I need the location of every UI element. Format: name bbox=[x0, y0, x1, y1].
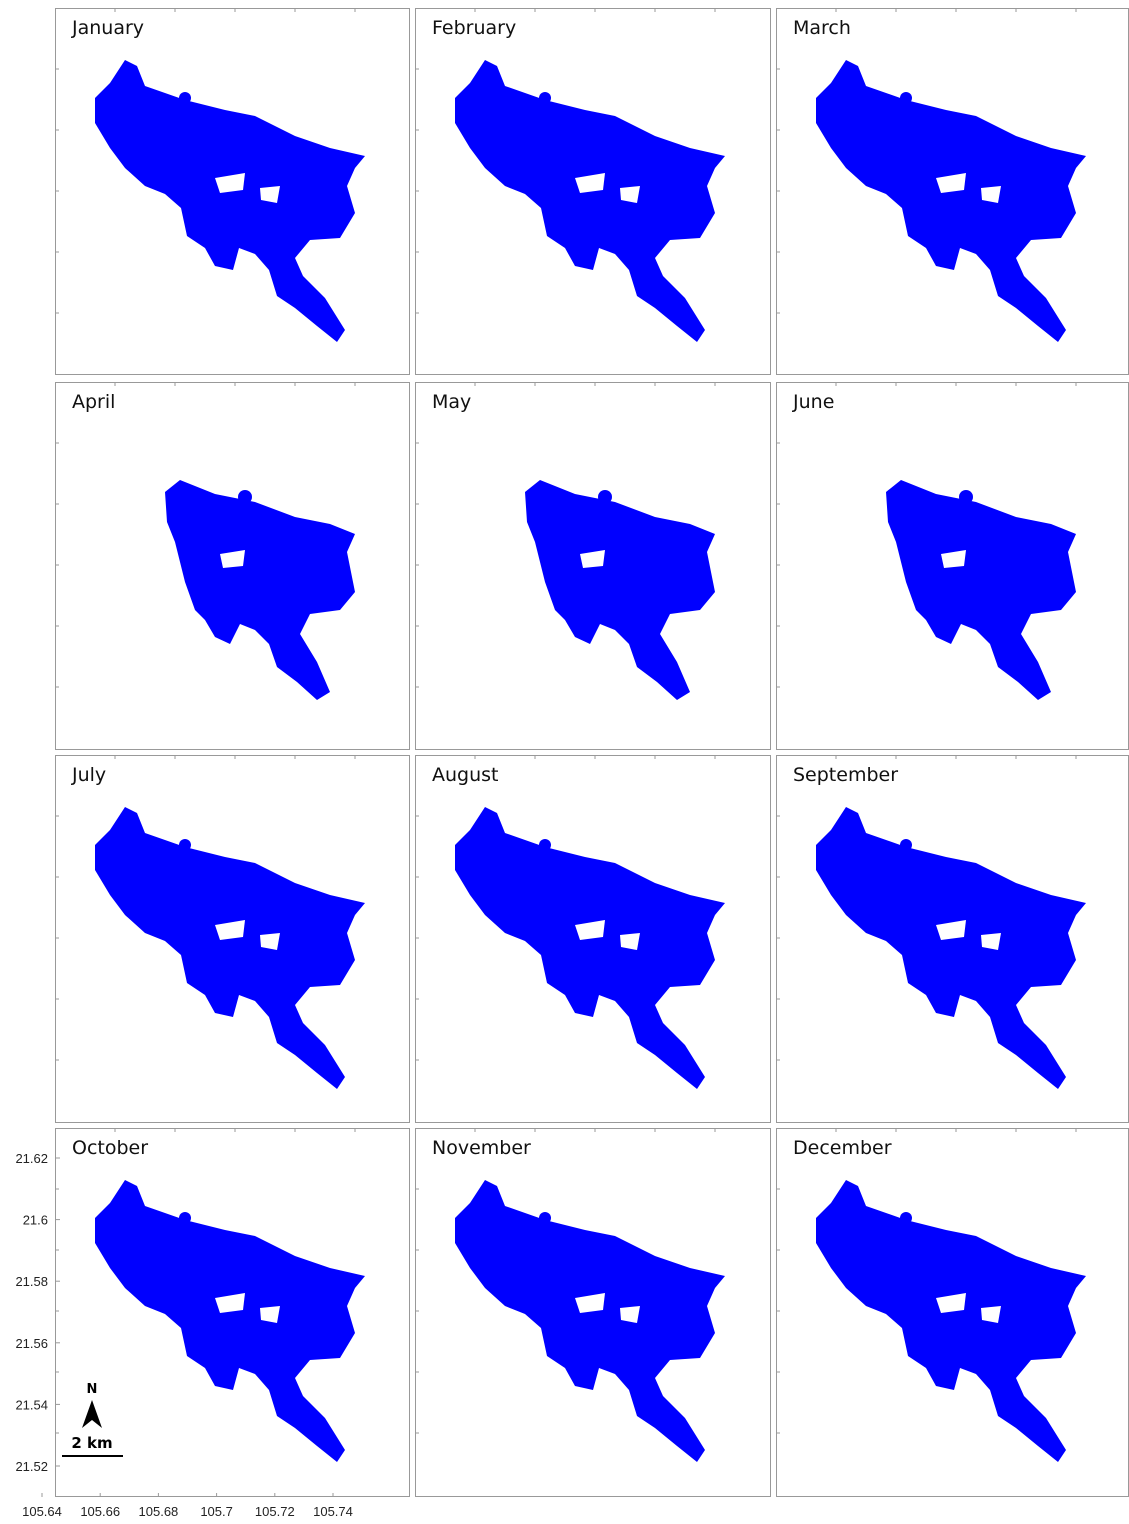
map-panel: July bbox=[55, 755, 410, 1123]
month-label: June bbox=[792, 391, 834, 413]
month-label: February bbox=[432, 17, 516, 39]
month-label: December bbox=[793, 1137, 892, 1159]
x-tick-label: 105.72 bbox=[255, 1504, 295, 1519]
y-tick-label: 21.58 bbox=[15, 1274, 48, 1289]
y-tick-label: 21.54 bbox=[15, 1397, 48, 1412]
map-panel: February bbox=[415, 8, 771, 375]
map-panel: November bbox=[415, 1128, 771, 1497]
y-tick-label: 21.6 bbox=[23, 1213, 48, 1228]
map-figure: January February March April May June July Augu… bbox=[0, 0, 1129, 1524]
month-label: September bbox=[793, 764, 898, 786]
month-label: November bbox=[432, 1137, 531, 1159]
month-label: July bbox=[71, 764, 106, 786]
x-tick-label: 105.64 bbox=[22, 1504, 62, 1519]
month-label: January bbox=[71, 17, 144, 39]
x-tick-label: 105.66 bbox=[80, 1504, 120, 1519]
map-panel: September bbox=[776, 755, 1129, 1123]
map-panel: March bbox=[776, 8, 1129, 375]
panel-grid: January February March April May June July Augu… bbox=[55, 8, 1129, 1497]
month-label: August bbox=[432, 764, 499, 786]
map-panel: January bbox=[55, 8, 410, 375]
map-panel: May bbox=[415, 382, 771, 750]
map-panel: June bbox=[776, 382, 1129, 750]
y-tick-label: 21.62 bbox=[15, 1151, 48, 1166]
x-tick-label: 105.74 bbox=[313, 1504, 353, 1519]
x-tick-label: 105.68 bbox=[139, 1504, 179, 1519]
month-label: May bbox=[432, 391, 471, 413]
x-tick-label: 105.7 bbox=[200, 1504, 233, 1519]
month-label: April bbox=[72, 391, 115, 413]
map-panel: April bbox=[55, 382, 410, 750]
map-panel: December bbox=[776, 1128, 1129, 1497]
month-label: March bbox=[793, 17, 851, 39]
y-tick-label: 21.52 bbox=[15, 1459, 48, 1474]
month-label: October bbox=[72, 1137, 148, 1159]
map-panel: August bbox=[415, 755, 771, 1123]
north-label: N bbox=[87, 1382, 98, 1397]
scale-label: 2 km bbox=[71, 1434, 112, 1452]
y-tick-label: 21.56 bbox=[15, 1336, 48, 1351]
